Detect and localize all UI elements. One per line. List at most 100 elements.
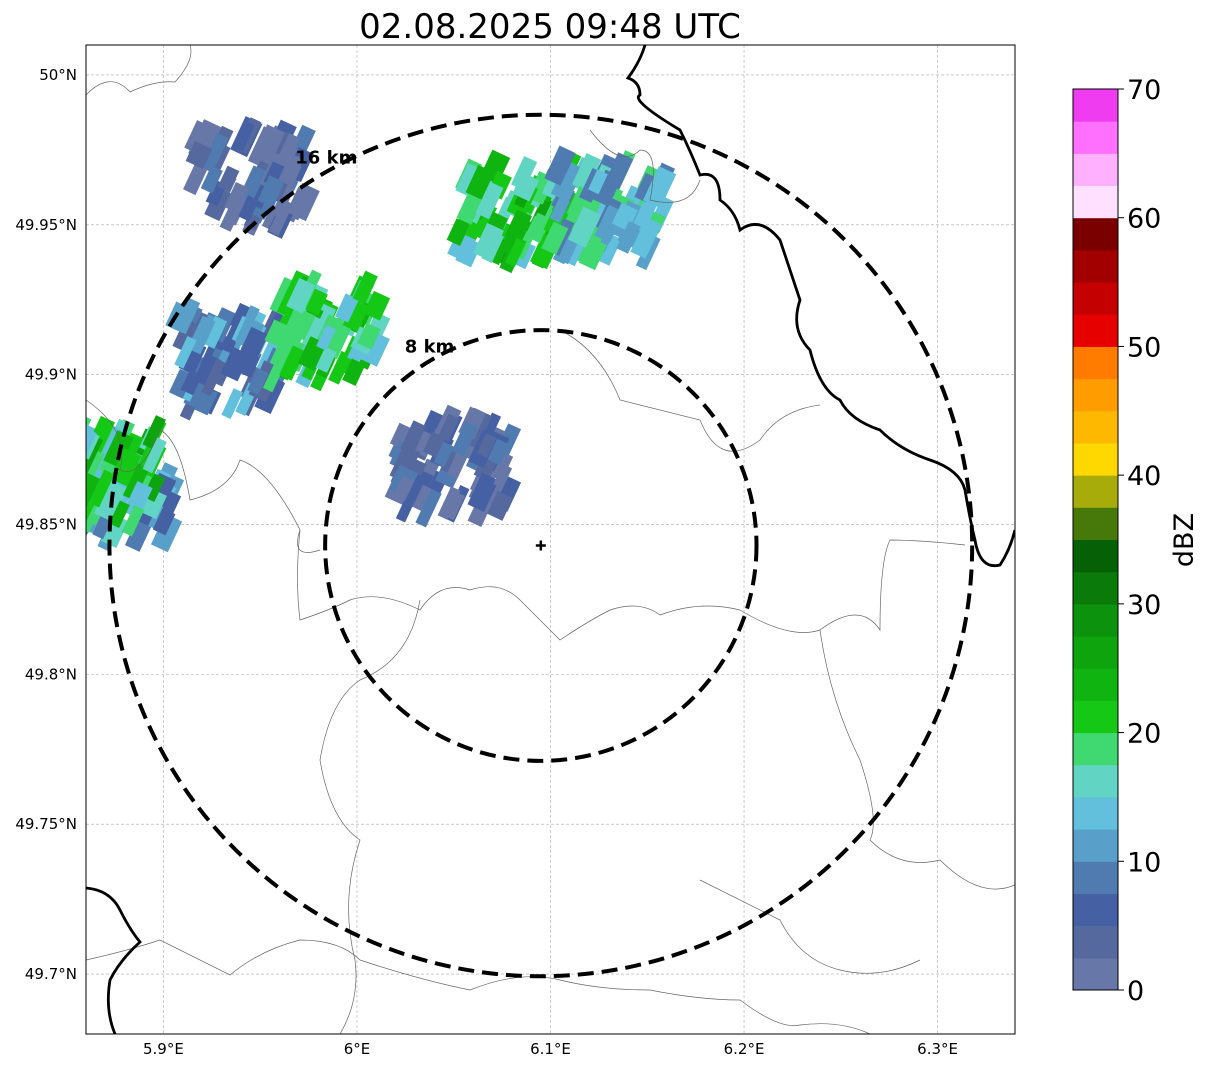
radar-pixel: [512, 172, 540, 202]
radar-pixel: [422, 431, 446, 458]
radar-pixel: [473, 222, 504, 261]
colorbar-swatch: [1073, 732, 1118, 766]
radar-pixel: [201, 132, 229, 172]
x-tick-label: 5.9°E: [143, 1040, 184, 1058]
precipitation-layer: [33, 116, 677, 553]
colorbar-tick-label: 20: [1127, 719, 1161, 750]
radar-pixel: [39, 465, 71, 507]
radar-pixel: [549, 197, 570, 223]
radar-pixel: [505, 237, 527, 267]
radar-pixel: [504, 209, 532, 244]
colorbar-swatch: [1073, 603, 1118, 637]
colorbar-swatch: [1073, 925, 1118, 959]
colorbar-swatch: [1073, 764, 1118, 798]
colorbar-swatch: [1073, 957, 1118, 991]
cell-northeast-east: [541, 145, 677, 271]
range-ring-label: 16 km: [295, 147, 357, 168]
radar-pixel: [279, 345, 306, 381]
radar-pixel: [592, 169, 623, 207]
y-tick-label: 49.8°N: [25, 665, 77, 683]
radar-pixel: [52, 446, 74, 475]
radar-pixel: [440, 446, 461, 474]
radar-pixel: [172, 318, 196, 351]
radar-pixel: [437, 413, 460, 442]
radar-pixel: [252, 124, 286, 165]
range-ring-label: 8 km: [405, 336, 455, 357]
range-rings: 8 km 16 km: [107, 112, 975, 979]
colorbar-label: dBZ: [1169, 513, 1200, 567]
map-frame: [85, 44, 1016, 1035]
radar-pixel: [47, 465, 74, 498]
colorbar-swatch: [1073, 507, 1118, 540]
cell-north-central: [262, 269, 391, 393]
radar-pixel: [455, 237, 482, 268]
radar-pixel: [257, 175, 285, 208]
colorbar-frame: [1072, 88, 1119, 991]
radar-pixel: [467, 472, 499, 512]
colorbar-swatch: [1073, 314, 1118, 347]
radar-pixel: [33, 441, 60, 479]
radar-pixel: [305, 288, 328, 316]
radar-pixel: [415, 488, 442, 528]
radar-pixel: [58, 441, 80, 470]
radar-pixel: [122, 463, 150, 501]
colorbar-swatch: [1073, 153, 1118, 187]
radar-pixel: [550, 160, 584, 202]
colorbar-swatch: [1073, 539, 1118, 573]
radar-pixel: [142, 415, 166, 449]
radar-pixel: [541, 221, 569, 255]
radar-pixel: [433, 441, 454, 468]
radar-pixel: [363, 290, 391, 321]
x-axis-ticks: 5.9°E 6°E 6.1°E 6.2°E 6.3°E: [143, 1040, 958, 1058]
colorbar-tick-label: 40: [1127, 461, 1161, 492]
colorbar-swatch: [1073, 89, 1118, 122]
radar-pixel: [200, 165, 223, 194]
radar-pixel: [616, 221, 641, 254]
radar-pixel: [342, 299, 370, 333]
radar-pixel: [393, 475, 415, 501]
radar-pixel: [88, 469, 115, 508]
radar-pixel: [544, 145, 576, 186]
colorbar-swatch: [1073, 893, 1118, 927]
range-ring-16km: [107, 112, 975, 979]
radar-pixel: [202, 315, 228, 349]
radar-pixel: [481, 231, 504, 263]
radar-pixel: [410, 429, 436, 458]
radar-pixel: [152, 508, 176, 536]
radar-pixel: [47, 478, 79, 518]
radar-pixel: [45, 426, 69, 461]
radar-pixel: [588, 169, 608, 195]
colorbar-swatch: [1073, 668, 1118, 701]
radar-pixel: [45, 423, 76, 462]
colorbar-swatch: [1073, 282, 1118, 315]
colorbar-swatches: [1073, 89, 1118, 991]
national-border: [625, 45, 1015, 568]
cell-northeast-main: [446, 148, 582, 274]
radar-pixel: [37, 459, 63, 493]
radar-pixel: [121, 505, 145, 537]
radar-pixel: [247, 367, 269, 396]
colorbar: 0 10 20 30 40 50 60 70 dBZ: [1072, 75, 1200, 1007]
radar-pixel: [86, 480, 87, 513]
radar-pixel: [493, 463, 513, 489]
colorbar-swatch: [1073, 861, 1118, 894]
radar-pixel: [86, 472, 100, 510]
colorbar-swatch: [1073, 346, 1118, 380]
radar-pixel: [476, 433, 497, 458]
boundaries-layer: [86, 45, 1015, 1034]
x-tick-label: 6.1°E: [530, 1040, 571, 1058]
radar-pixel: [138, 487, 167, 520]
radar-pixel: [352, 270, 378, 305]
radar-pixel: [110, 448, 142, 487]
commune-border: [86, 939, 361, 976]
cell-center-small: [384, 404, 522, 528]
range-ring-8km: [323, 328, 759, 763]
radar-pixel: [61, 480, 83, 506]
commune-border: [699, 879, 921, 974]
radar-pixel: [357, 322, 381, 350]
cell-northwest-cap: [183, 116, 320, 239]
y-axis-ticks: 50°N 49.95°N 49.9°N 49.85°N 49.8°N 49.75°N 49.…: [15, 66, 77, 983]
radar-pixel: [630, 217, 662, 259]
commune-border: [86, 399, 321, 553]
colorbar-swatch: [1073, 217, 1118, 251]
